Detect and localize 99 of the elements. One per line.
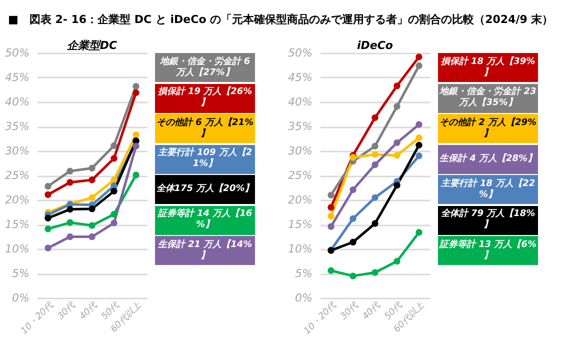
point: [132, 89, 140, 96]
x-tick-label: 30代: [338, 299, 362, 322]
point: [372, 194, 378, 201]
y-tick-label: 5%: [295, 267, 312, 280]
point: [66, 168, 74, 174]
point: [350, 215, 356, 222]
point: [328, 212, 334, 220]
point: [416, 121, 422, 128]
point: [88, 205, 96, 212]
y-tick-label: 15%: [5, 218, 30, 231]
y-tick-label: 35%: [288, 120, 312, 133]
point: [88, 233, 96, 240]
y-tick-label: 5%: [12, 267, 30, 280]
point: [350, 186, 356, 194]
point: [328, 223, 334, 230]
point: [88, 164, 96, 172]
point: [350, 272, 356, 280]
y-tick-label: 10%: [5, 242, 30, 256]
text: 主要行計 18 万人【22%】: [438, 175, 538, 204]
y-tick-label: 30%: [288, 144, 312, 158]
point: [88, 222, 96, 229]
y-tick-label: 20%: [288, 194, 312, 206]
text: ■ 図表 2- 16：企業型 DC と iDeCo の「元本確保型商品のみで運用する者」の割合の比較（2024/9 末）: [7, 12, 554, 28]
point: [416, 54, 422, 60]
point: [44, 226, 52, 232]
text: 主要行計 109 万人【21%】: [155, 144, 255, 174]
y-tick-label: 40%: [288, 96, 312, 108]
y-tick-label: 0%: [12, 292, 30, 304]
point: [394, 182, 400, 189]
point: [416, 142, 422, 148]
point: [328, 204, 334, 211]
chart-title: 企業型DC: [66, 39, 118, 52]
y-tick-label: 25%: [5, 169, 30, 182]
point: [372, 220, 378, 227]
x-tick-label: 30代: [55, 299, 78, 322]
text: 生保計 4 万人【28%】: [438, 144, 538, 174]
text: 証券等計 14 万人【16%】: [155, 206, 255, 234]
point: [372, 142, 378, 150]
text: 証券等計 13 万人【6%】: [438, 236, 538, 265]
point: [88, 194, 96, 201]
y-tick-label: 10%: [288, 242, 312, 256]
point: [132, 131, 140, 138]
point: [372, 269, 378, 276]
point: [110, 210, 118, 218]
point: [132, 142, 140, 150]
text: 生保計 21 万人【14%】: [155, 236, 255, 265]
text: 地銀・信金・労金計 6 万人【27%】: [155, 53, 255, 82]
y-tick-label: 35%: [5, 120, 30, 133]
point: [416, 228, 422, 236]
point: [394, 152, 400, 159]
point: [66, 179, 74, 186]
y-tick-label: 45%: [5, 71, 30, 84]
point: [328, 267, 334, 274]
point: [66, 206, 74, 213]
point: [328, 192, 334, 198]
y-tick-label: 50%: [288, 46, 312, 60]
chart-title: iDeCo: [357, 39, 394, 52]
series-label: その他計 6 万人【21%】: [155, 114, 255, 143]
y-tick-label: 15%: [288, 218, 312, 231]
point: [44, 191, 52, 198]
text: 全体計 79 万人【18%】: [438, 206, 538, 234]
point: [110, 176, 118, 184]
series-label: その他計 2 万人【29%】: [438, 114, 538, 143]
point: [44, 182, 52, 190]
text: 地銀・信金・労金計 23 万人【35%】: [438, 84, 538, 112]
point: [66, 233, 74, 240]
point: [132, 82, 140, 90]
point: [132, 172, 140, 178]
y-tick-label: 20%: [5, 194, 30, 206]
point: [350, 238, 356, 246]
point: [110, 155, 118, 162]
y-tick-label: 25%: [288, 169, 312, 182]
x-tick-label: 40代: [360, 299, 384, 322]
y-tick-label: 0%: [295, 292, 312, 304]
point: [44, 214, 52, 222]
y-tick-label: 30%: [5, 144, 30, 158]
text: 全体175 万人【20%】: [155, 175, 255, 204]
y-tick-label: 45%: [288, 71, 312, 84]
text: 損保計 18 万人【39%】: [438, 53, 538, 82]
point: [110, 142, 118, 149]
point: [416, 134, 422, 142]
point: [372, 161, 378, 168]
point: [110, 188, 118, 195]
point: [394, 139, 400, 146]
y-tick-label: 40%: [5, 96, 30, 108]
x-tick-label: 40代: [77, 299, 100, 322]
text: 損保計 19 万人【26%】: [155, 84, 255, 112]
point: [110, 220, 118, 226]
point: [66, 219, 74, 226]
y-tick-label: 50%: [5, 46, 30, 60]
point: [372, 114, 378, 122]
point: [394, 82, 400, 90]
point: [88, 176, 96, 184]
point: [416, 152, 422, 160]
point: [394, 258, 400, 265]
point: [44, 244, 52, 252]
point: [394, 103, 400, 110]
point: [416, 62, 422, 70]
point: [372, 151, 378, 158]
